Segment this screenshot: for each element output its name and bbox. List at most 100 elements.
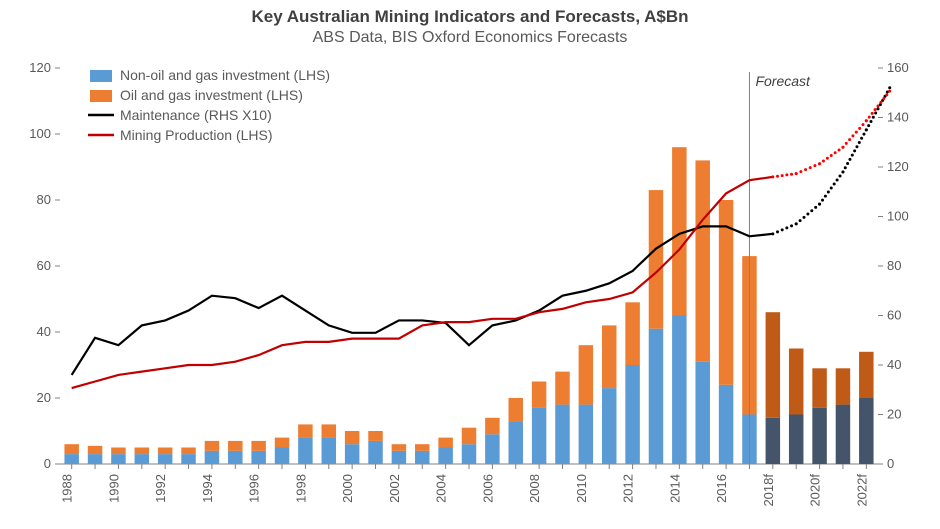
y-right-label: 60: [887, 308, 901, 323]
x-label: 1994: [200, 474, 215, 503]
y-right-label: 80: [887, 258, 901, 273]
bar-nonoil: [602, 388, 616, 464]
legend: Non-oil and gas investment (LHS)Oil and …: [88, 67, 330, 143]
bar-oilgas: [602, 325, 616, 388]
bar-oilgas: [579, 345, 593, 404]
y-left-label: 40: [37, 324, 51, 339]
bar-oilgas: [345, 431, 359, 444]
bar-nonoil: [719, 385, 733, 464]
y-right-label: 0: [887, 456, 894, 471]
bar-oilgas: [205, 441, 219, 451]
bar-oilgas: [275, 438, 289, 448]
x-label: 2020f: [808, 474, 823, 507]
x-label: 2016: [714, 474, 729, 503]
bar-nonoil: [625, 365, 639, 464]
bar-oilgas: [462, 428, 476, 445]
bar-nonoil: [836, 405, 850, 464]
y-left-label: 60: [37, 258, 51, 273]
y-left-label: 120: [29, 60, 51, 75]
bar-nonoil: [485, 434, 499, 464]
bar-nonoil: [251, 451, 265, 464]
bar-oilgas: [228, 441, 242, 451]
x-label: 1988: [60, 474, 75, 503]
bar-nonoil: [695, 362, 709, 464]
bar-oilgas: [64, 444, 78, 454]
x-label: 1990: [106, 474, 121, 503]
bar-oilgas: [251, 441, 265, 451]
bar-oilgas: [111, 448, 125, 455]
bar-nonoil: [672, 316, 686, 465]
bar-nonoil: [859, 398, 873, 464]
bar-nonoil: [205, 451, 219, 464]
y-left-label: 80: [37, 192, 51, 207]
legend-nonoil: Non-oil and gas investment (LHS): [120, 67, 330, 83]
line-mining: [72, 177, 773, 388]
x-label: 2010: [574, 474, 589, 503]
x-label: 2022f: [854, 474, 869, 507]
y-right-label: 120: [887, 159, 909, 174]
y-left-label: 100: [29, 126, 51, 141]
y-left-label: 0: [44, 456, 51, 471]
y-right-label: 40: [887, 357, 901, 372]
bar-nonoil: [579, 405, 593, 464]
chart-container: Key Australian Mining Indicators and For…: [0, 0, 940, 529]
bar-nonoil: [438, 448, 452, 465]
bar-nonoil: [789, 415, 803, 465]
chart-title: Key Australian Mining Indicators and For…: [251, 7, 688, 26]
y-left-label: 20: [37, 390, 51, 405]
x-label: 2014: [667, 474, 682, 503]
bar-nonoil: [88, 454, 102, 464]
x-label: 2008: [527, 474, 542, 503]
bar-oilgas: [836, 368, 850, 404]
bar-nonoil: [462, 444, 476, 464]
bar-oilgas: [368, 431, 382, 441]
bar-nonoil: [649, 329, 663, 464]
bar-nonoil: [532, 408, 546, 464]
bar-oilgas: [812, 368, 826, 408]
x-label: 2006: [480, 474, 495, 503]
bar-nonoil: [508, 421, 522, 464]
bar-oilgas: [859, 352, 873, 398]
bar-oilgas: [181, 448, 195, 455]
x-label: 2004: [434, 474, 449, 503]
bar-oilgas: [438, 438, 452, 448]
forecast-label: Forecast: [755, 73, 811, 89]
bar-nonoil: [368, 441, 382, 464]
bar-oilgas: [322, 424, 336, 437]
y-right-label: 100: [887, 209, 909, 224]
legend-maint: Maintenance (RHS X10): [120, 107, 272, 123]
bar-nonoil: [766, 418, 780, 464]
x-label: 1992: [153, 474, 168, 503]
x-label: 2018f: [761, 474, 776, 507]
bar-oilgas: [392, 444, 406, 451]
line-maintenance: [72, 226, 773, 375]
forecast-dots: [771, 86, 891, 235]
bar-oilgas: [532, 382, 546, 408]
chart-svg: Key Australian Mining Indicators and For…: [0, 0, 940, 529]
x-label: 1998: [293, 474, 308, 503]
legend-mining: Mining Production (LHS): [120, 127, 273, 143]
bar-oilgas: [508, 398, 522, 421]
bar-nonoil: [298, 438, 312, 464]
bar-nonoil: [345, 444, 359, 464]
bar-oilgas: [766, 312, 780, 418]
x-label: 1996: [247, 474, 262, 503]
bar-oilgas: [625, 302, 639, 365]
bar-nonoil: [135, 454, 149, 464]
bar-oilgas: [485, 418, 499, 435]
bar-nonoil: [111, 454, 125, 464]
bar-nonoil: [158, 454, 172, 464]
bar-nonoil: [181, 454, 195, 464]
bar-nonoil: [812, 408, 826, 464]
y-right-label: 20: [887, 407, 901, 422]
bar-nonoil: [275, 448, 289, 465]
bar-nonoil: [555, 405, 569, 464]
bar-nonoil: [322, 438, 336, 464]
x-label: 2000: [340, 474, 355, 503]
bar-oilgas: [649, 190, 663, 329]
bar-oilgas: [415, 444, 429, 451]
bar-oilgas: [555, 372, 569, 405]
bar-oilgas: [695, 160, 709, 361]
bar-oilgas: [298, 424, 312, 437]
bar-nonoil: [415, 451, 429, 464]
